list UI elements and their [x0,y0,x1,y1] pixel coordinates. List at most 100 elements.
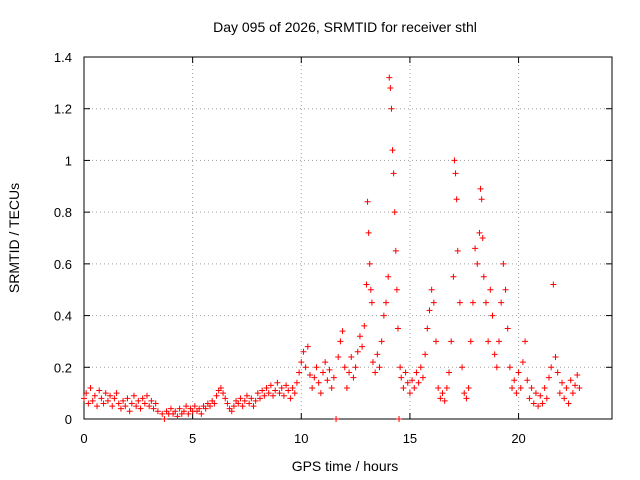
data-point [315,379,322,386]
data-point [172,408,179,415]
data-point [417,364,424,371]
data-point [111,395,118,402]
data-point [556,390,563,397]
data-point [467,338,474,345]
data-point [128,400,135,407]
data-point [207,403,214,410]
data-point [144,392,151,399]
data-point [496,338,503,345]
data-point [391,209,398,216]
data-point [148,397,155,404]
data-point [393,286,400,293]
data-point [451,157,458,164]
data-point [348,353,355,360]
data-point [487,286,494,293]
data-point [133,403,140,410]
y-tick-label: 0 [65,412,72,427]
data-point [504,325,511,332]
data-point [246,400,253,407]
data-point [296,369,303,376]
data-point [485,338,492,345]
data-point [383,299,390,306]
data-point [126,408,133,415]
data-point [419,374,426,381]
data-point [102,390,109,397]
data-point [267,382,274,389]
y-tick-label: 1.4 [54,50,72,65]
data-point [291,390,298,397]
data-point [311,374,318,381]
data-point [239,403,246,410]
data-point [120,397,127,404]
data-point [130,392,137,399]
data-point [191,403,198,410]
data-point [252,397,259,404]
data-point [298,359,305,366]
chart-title: Day 095 of 2026, SRMTID for receiver sth… [213,19,477,35]
data-point [122,403,129,410]
data-point [91,392,98,399]
data-point [517,384,524,391]
data-point [241,397,248,404]
data-point [388,105,395,112]
x-tick-label: 5 [189,431,196,446]
data-point [330,374,337,381]
data-point [174,413,181,420]
data-point [146,403,153,410]
data-point [463,395,470,402]
data-point [167,405,174,412]
data-point [413,369,420,376]
data-point [361,322,368,329]
data-point [367,286,374,293]
data-point [550,281,557,288]
data-point [356,333,363,340]
data-point [380,312,387,319]
data-point [346,369,353,376]
data-point [372,369,379,376]
data-point [409,377,416,384]
data-point [368,299,375,306]
data-point [526,395,533,402]
data-point [435,384,442,391]
data-point [480,273,487,280]
data-point [211,400,218,407]
data-point [220,390,227,397]
data-point [477,185,484,192]
data-point [230,403,237,410]
data-point [139,395,146,402]
data-point [491,351,498,358]
data-point [248,395,255,402]
y-tick-label: 0.8 [54,205,72,220]
data-point [539,400,546,407]
data-point [109,403,116,410]
data-point [386,74,393,81]
data-point [572,382,579,389]
data-point [337,338,344,345]
data-point [265,390,272,397]
data-point [565,400,572,407]
data-point [359,343,366,350]
data-point [576,384,583,391]
x-tick-label: 10 [294,431,308,446]
data-point [392,247,399,254]
y-tick-label: 0.4 [54,309,72,324]
data-point [100,400,107,407]
data-point [469,299,476,306]
data-point [387,85,394,92]
data-point [394,325,401,332]
data-point [500,260,507,267]
data-point [135,397,142,404]
tick-layer: 0 5 10 15 20 0 0.2 0.4 0.6 0.8 1 1.2 1.4 [54,50,612,446]
data-point [222,395,229,402]
data-point [228,408,235,415]
points-layer [81,74,583,422]
data-point [257,395,263,402]
data-point [522,338,529,345]
data-point [328,384,335,391]
data-point [350,374,357,381]
data-point [559,379,566,386]
data-point [452,170,459,177]
data-point [430,299,437,306]
data-point [567,377,574,384]
data-point [283,382,290,389]
